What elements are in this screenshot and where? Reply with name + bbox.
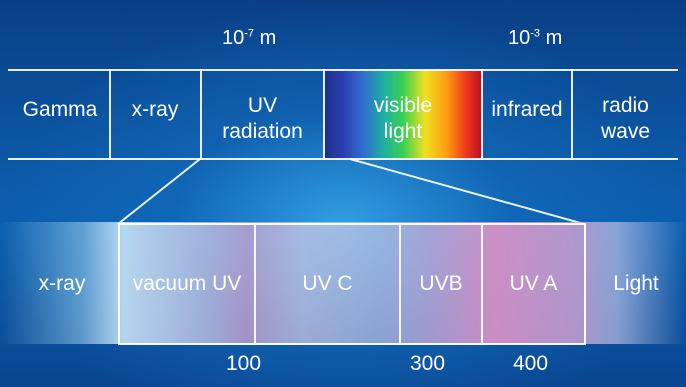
band-visible-light: visible light	[373, 94, 433, 143]
uv-band-x-ray: x-ray	[38, 272, 86, 295]
uv-band-uvb: UVB	[419, 272, 463, 295]
divider-uv-visible	[323, 69, 325, 160]
divider-xray-uv	[200, 69, 202, 160]
wavelength-100: 100	[226, 352, 262, 375]
spectrum-top-line	[8, 69, 678, 71]
uv-detail-band	[0, 222, 686, 344]
band-infrared: infrared	[491, 98, 563, 121]
uv-detail-frame	[118, 223, 586, 345]
uv-band-light: Light	[613, 272, 659, 295]
band-uv-radiation: UV radiation	[222, 94, 303, 143]
visible-light-rainbow	[324, 70, 482, 159]
band-radio-wave: radio wave	[600, 94, 651, 143]
scale-mark-10e-7: 10-7 m	[222, 27, 277, 49]
spectrum-bottom-line	[8, 158, 678, 160]
band-x-ray: x-ray	[131, 98, 179, 121]
divider-gamma-xray	[109, 69, 111, 160]
divider-vacuum-uvc	[254, 223, 256, 345]
divider-visible-infrared	[481, 69, 483, 160]
uv-band-vacuum-uv: vacuum UV	[132, 272, 242, 295]
connector-right	[349, 158, 585, 225]
wavelength-400: 400	[513, 352, 549, 375]
divider-uvc-uvb	[399, 223, 401, 345]
divider-uvb-uva	[481, 223, 483, 345]
uv-band-uv-a: UV A	[509, 272, 558, 295]
connector-left	[117, 158, 201, 225]
uv-band-uv-c: UV C	[302, 272, 353, 295]
wavelength-300: 300	[410, 352, 446, 375]
band-gamma: Gamma	[22, 98, 98, 121]
divider-infrared-radio	[571, 69, 573, 160]
scale-mark-10e-3: 10-3 m	[508, 27, 563, 49]
